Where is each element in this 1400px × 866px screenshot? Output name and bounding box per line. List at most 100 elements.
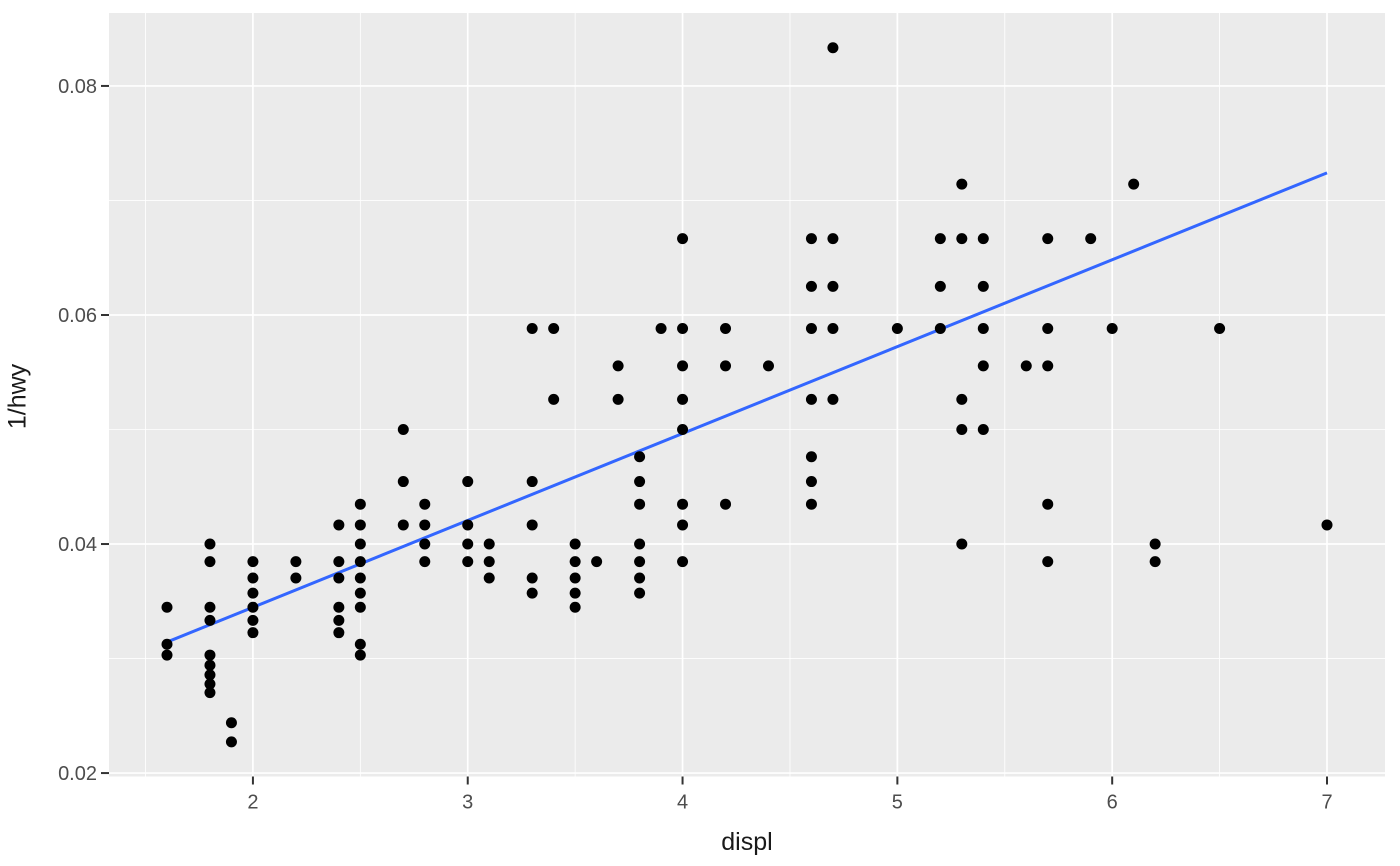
data-point — [1106, 322, 1118, 334]
x-axis-tick-label: 4 — [677, 792, 688, 814]
data-point — [247, 572, 259, 584]
data-point — [397, 519, 409, 531]
data-point — [634, 587, 646, 599]
x-axis-title: displ — [721, 828, 773, 856]
data-point — [1042, 233, 1054, 245]
data-point — [569, 601, 581, 613]
data-point — [569, 572, 581, 584]
data-point — [483, 556, 495, 568]
data-point — [161, 638, 173, 650]
data-point — [934, 322, 946, 334]
data-point — [1128, 178, 1140, 190]
x-axis-tick-label: 7 — [1321, 792, 1332, 814]
data-point — [762, 360, 774, 372]
data-point — [1149, 556, 1161, 568]
data-point — [354, 587, 366, 599]
data-point — [526, 322, 538, 334]
data-point — [161, 649, 173, 661]
data-point — [805, 476, 817, 488]
plot-panel — [109, 13, 1385, 777]
data-point — [354, 538, 366, 550]
data-point — [677, 322, 689, 334]
data-point — [1020, 360, 1032, 372]
data-point — [634, 476, 646, 488]
data-point — [225, 736, 237, 748]
data-point — [977, 424, 989, 436]
data-point — [956, 233, 968, 245]
data-point — [204, 601, 216, 613]
data-point — [483, 538, 495, 550]
data-point — [419, 538, 431, 550]
data-point — [354, 556, 366, 568]
data-point — [569, 587, 581, 599]
data-point — [677, 519, 689, 531]
data-point — [354, 498, 366, 510]
data-point — [462, 519, 474, 531]
data-point — [548, 393, 560, 405]
data-point — [354, 649, 366, 661]
data-point — [204, 538, 216, 550]
data-point — [677, 556, 689, 568]
data-point — [204, 659, 216, 671]
data-point — [1042, 498, 1054, 510]
data-point — [827, 322, 839, 334]
data-point — [805, 233, 817, 245]
data-point — [462, 538, 474, 550]
x-axis-tick-label: 3 — [462, 792, 473, 814]
data-point — [397, 476, 409, 488]
data-point — [333, 614, 345, 626]
data-point — [333, 556, 345, 568]
data-point — [290, 572, 302, 584]
data-point — [612, 360, 624, 372]
data-point — [720, 498, 732, 510]
data-point — [634, 572, 646, 584]
data-point — [977, 322, 989, 334]
data-point — [634, 451, 646, 463]
data-point — [827, 393, 839, 405]
data-point — [333, 519, 345, 531]
data-point — [204, 556, 216, 568]
data-point — [934, 233, 946, 245]
data-point — [591, 556, 603, 568]
y-axis-tick-label: 0.08 — [58, 76, 97, 98]
x-axis-tick-label: 2 — [247, 792, 258, 814]
y-axis-tick-label: 0.06 — [58, 305, 97, 327]
data-point — [247, 556, 259, 568]
y-axis-tick-label: 0.04 — [58, 534, 97, 556]
data-point — [333, 627, 345, 639]
data-point — [354, 638, 366, 650]
data-point — [634, 538, 646, 550]
data-point — [634, 556, 646, 568]
data-point — [204, 678, 216, 690]
data-point — [204, 614, 216, 626]
data-point — [805, 322, 817, 334]
data-point — [569, 538, 581, 550]
data-point — [526, 572, 538, 584]
data-point — [677, 424, 689, 436]
data-point — [677, 393, 689, 405]
data-point — [548, 322, 560, 334]
data-point — [977, 233, 989, 245]
data-point — [462, 476, 474, 488]
data-point — [655, 322, 667, 334]
data-point — [483, 572, 495, 584]
data-point — [1042, 360, 1054, 372]
y-axis-tick-label: 0.02 — [58, 763, 97, 785]
data-point — [247, 587, 259, 599]
data-point — [805, 498, 817, 510]
data-point — [419, 498, 431, 510]
data-point — [1085, 233, 1097, 245]
data-point — [891, 322, 903, 334]
data-point — [354, 601, 366, 613]
data-point — [805, 451, 817, 463]
data-point — [204, 669, 216, 681]
data-point — [805, 280, 817, 292]
data-point — [247, 627, 259, 639]
data-point — [1214, 322, 1226, 334]
data-point — [1042, 322, 1054, 334]
data-point — [634, 498, 646, 510]
data-point — [827, 280, 839, 292]
data-point — [526, 476, 538, 488]
data-point — [720, 322, 732, 334]
